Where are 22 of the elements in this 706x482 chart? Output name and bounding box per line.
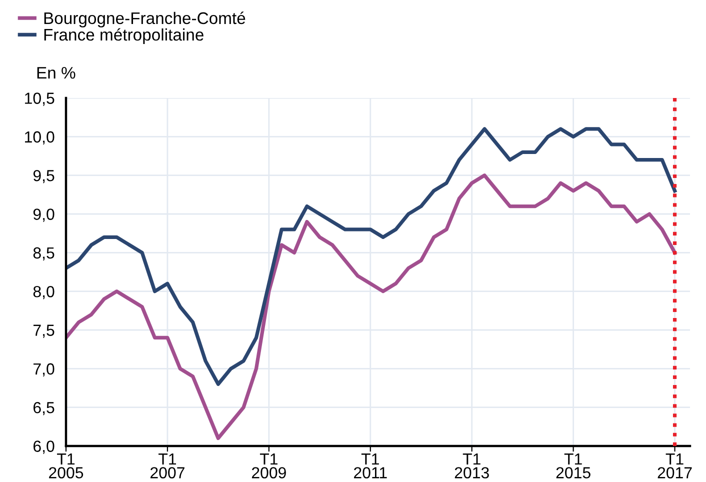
y-tick-label: 8,5 (33, 247, 54, 260)
x-tick-label: T1 2009 (252, 454, 286, 478)
line-series (66, 127, 677, 386)
y-tick-label: 7,5 (34, 324, 54, 338)
y-axis-title: En % (37, 66, 76, 79)
x-tick-label: T1 2013 (454, 454, 489, 478)
legend-label: Bourgogne-Franche-Comté (44, 12, 246, 28)
y-tick-label: 10,5 (25, 92, 54, 106)
y-tick-label: 6,0 (34, 440, 54, 454)
y-tick-label: 8,0 (33, 286, 54, 300)
y-tick-label: 6,5 (34, 402, 54, 416)
y-tick-label: 9,0 (33, 208, 54, 222)
x-tick-label: T1 2015 (556, 454, 590, 478)
x-tick-label: T1 2017 (658, 454, 692, 478)
legend-label: France métropolitaine (44, 28, 204, 44)
x-tick-label: T1 2007 (150, 454, 184, 478)
line-series (66, 174, 677, 440)
y-tick-label: 10,0 (25, 131, 54, 144)
y-tick-label: 9,5 (33, 170, 54, 184)
y-tick-label: 7,0 (34, 363, 54, 376)
x-tick-label: T1 2005 (49, 454, 84, 478)
x-tick-label: T1 2011 (354, 454, 387, 478)
